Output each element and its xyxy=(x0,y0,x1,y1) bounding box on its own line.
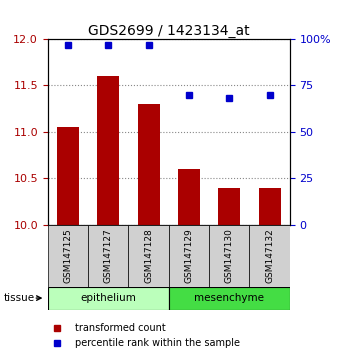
Text: GSM147128: GSM147128 xyxy=(144,228,153,283)
Text: GSM147129: GSM147129 xyxy=(184,228,193,283)
Bar xyxy=(137,104,160,225)
Text: tissue: tissue xyxy=(3,293,34,303)
FancyBboxPatch shape xyxy=(88,225,129,287)
Bar xyxy=(97,76,119,225)
Bar xyxy=(57,127,79,225)
Text: GSM147132: GSM147132 xyxy=(265,228,274,283)
Bar xyxy=(218,188,240,225)
Text: mesenchyme: mesenchyme xyxy=(194,293,264,303)
Bar xyxy=(258,188,281,225)
FancyBboxPatch shape xyxy=(129,225,169,287)
FancyBboxPatch shape xyxy=(209,225,250,287)
FancyBboxPatch shape xyxy=(250,225,290,287)
Text: percentile rank within the sample: percentile rank within the sample xyxy=(75,338,240,348)
FancyBboxPatch shape xyxy=(169,225,209,287)
Bar xyxy=(178,169,200,225)
Text: GSM147130: GSM147130 xyxy=(225,228,234,283)
Text: GSM147125: GSM147125 xyxy=(63,228,72,283)
Text: GSM147127: GSM147127 xyxy=(104,228,113,283)
Text: transformed count: transformed count xyxy=(75,323,165,333)
Title: GDS2699 / 1423134_at: GDS2699 / 1423134_at xyxy=(88,24,250,38)
FancyBboxPatch shape xyxy=(48,287,169,310)
FancyBboxPatch shape xyxy=(48,225,88,287)
Text: epithelium: epithelium xyxy=(80,293,136,303)
FancyBboxPatch shape xyxy=(169,287,290,310)
